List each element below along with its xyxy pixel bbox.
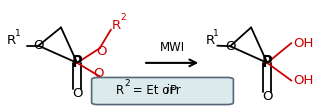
Text: P: P xyxy=(262,55,273,70)
Text: i: i xyxy=(166,84,169,97)
Text: OH: OH xyxy=(293,74,313,87)
Text: OH: OH xyxy=(293,37,313,50)
Text: MWI: MWI xyxy=(160,41,185,54)
Text: O: O xyxy=(262,90,272,103)
Text: 2: 2 xyxy=(124,79,130,88)
Text: Pr: Pr xyxy=(170,84,182,97)
Text: 1: 1 xyxy=(214,29,219,38)
Text: 1: 1 xyxy=(15,29,21,38)
Text: 2: 2 xyxy=(126,81,132,90)
Text: R: R xyxy=(7,34,16,48)
Text: P: P xyxy=(72,55,83,70)
Text: O: O xyxy=(225,40,235,53)
Text: O: O xyxy=(33,39,44,52)
Text: = Et or: = Et or xyxy=(129,84,178,97)
Text: 2: 2 xyxy=(121,13,126,22)
Text: R: R xyxy=(117,88,126,101)
FancyBboxPatch shape xyxy=(92,77,233,105)
Text: R: R xyxy=(116,84,124,97)
Text: HCl/H₂O: HCl/H₂O xyxy=(149,76,196,89)
Text: R: R xyxy=(111,19,121,32)
Text: O: O xyxy=(93,67,103,80)
Text: O: O xyxy=(72,87,82,100)
Text: R: R xyxy=(206,34,215,48)
Text: O: O xyxy=(96,45,107,58)
